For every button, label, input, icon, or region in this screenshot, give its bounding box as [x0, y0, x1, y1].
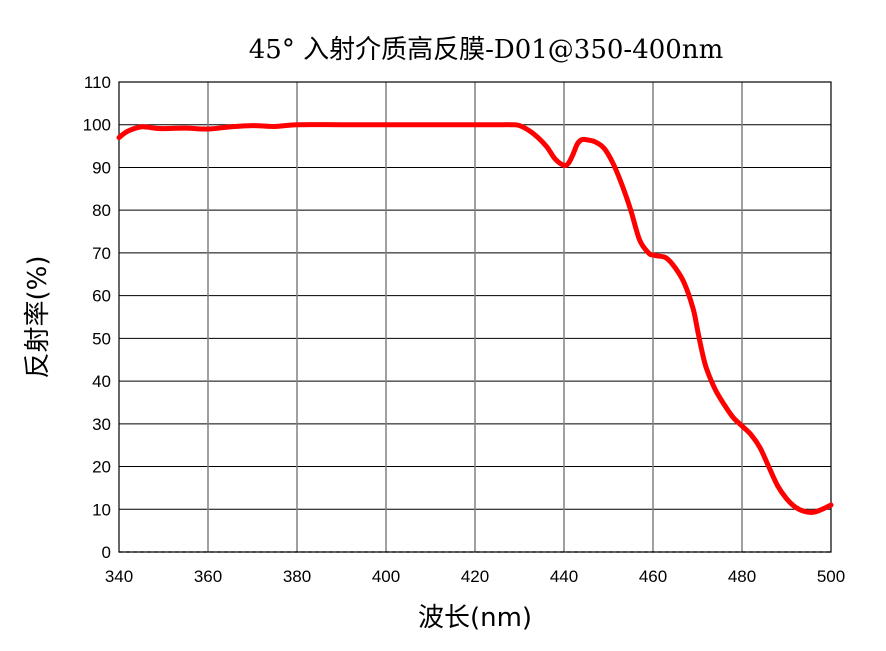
y-tick-label: 50: [92, 329, 111, 348]
y-tick-label: 110: [84, 73, 111, 92]
y-tick-label: 10: [92, 500, 111, 519]
y-tick-label: 40: [92, 372, 111, 391]
y-tick-label: 20: [92, 458, 111, 477]
chart-title: 45° 入射介质高反膜-D01@350-400nm: [249, 35, 724, 65]
x-tick-label: 400: [372, 567, 400, 586]
y-axis-title: 反射率(%): [23, 256, 53, 379]
series-line-reflectance: [116, 122, 834, 515]
y-tick-label: 30: [92, 415, 111, 434]
plot-frame: [118, 81, 832, 553]
x-tick-label: 480: [728, 567, 756, 586]
y-tick-labels: 0 10 20 30 40 50 60 70 80 90 100 110: [83, 73, 111, 562]
x-tick-label: 460: [639, 567, 667, 586]
x-tick-label: 420: [461, 567, 489, 586]
x-tick-label: 360: [194, 567, 222, 586]
y-tick-label: 70: [92, 244, 111, 263]
x-tick-label: 380: [283, 567, 311, 586]
x-tick-label: 340: [105, 567, 133, 586]
y-tick-label: 0: [102, 543, 111, 562]
x-axis-title: 波长(nm): [418, 603, 532, 633]
x-tick-label: 500: [817, 567, 845, 586]
y-tick-label: 80: [92, 201, 111, 220]
y-tick-label: 60: [92, 287, 111, 306]
x-tick-labels: 340 360 380 400 420 440 460 480 500: [105, 567, 845, 586]
y-tick-label: 100: [83, 116, 111, 135]
x-tick-label: 440: [550, 567, 578, 586]
y-tick-label: 90: [92, 158, 111, 177]
grid-lines: [119, 82, 831, 553]
